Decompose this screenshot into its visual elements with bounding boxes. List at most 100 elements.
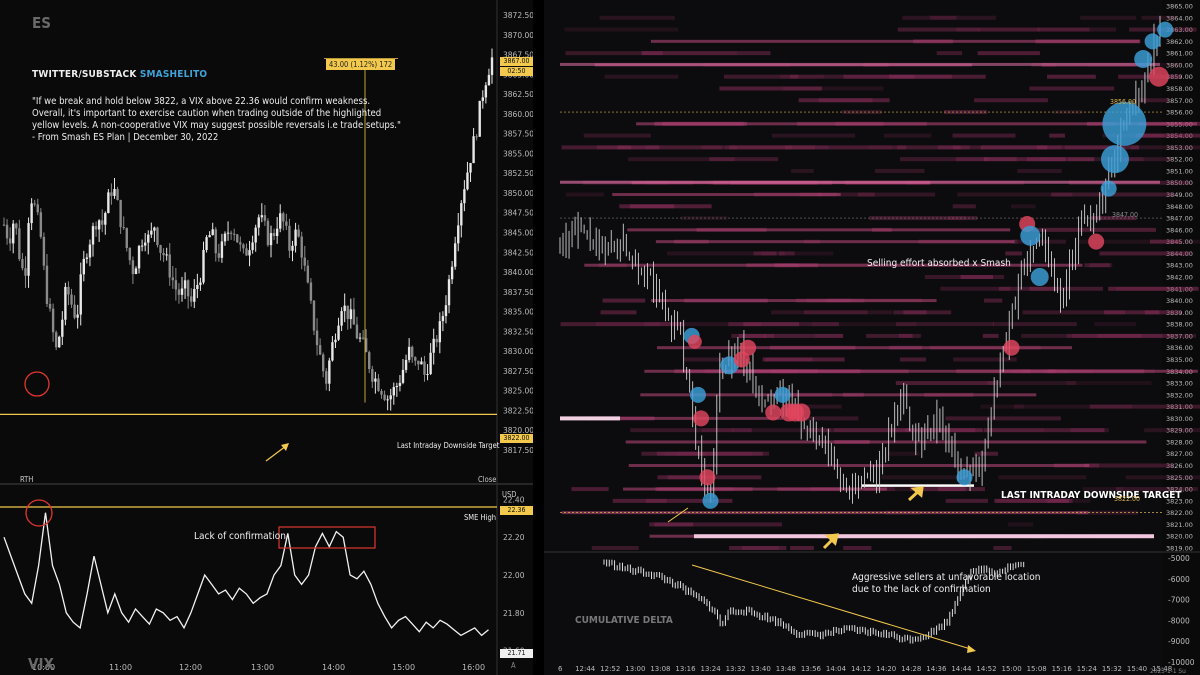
es-y-tick: 3870.00 (503, 31, 533, 40)
target-arrow-right (822, 533, 839, 550)
heat-cell (641, 51, 738, 56)
es-candle-body (177, 289, 181, 295)
heat-cell (738, 333, 843, 338)
heat-cell (564, 27, 679, 32)
heat-cell (903, 310, 952, 315)
es-candle-body (248, 250, 251, 256)
heat-cell (1104, 310, 1182, 315)
heat-cell (813, 145, 893, 150)
es-y-tick: 3857.50 (503, 130, 533, 139)
es-candle-body (361, 337, 365, 339)
heatmap-y-tick: 3844.00 (1166, 250, 1193, 258)
es-candle-body (42, 236, 46, 266)
heat-cell (604, 74, 679, 79)
es-candle-body (321, 354, 325, 372)
es-candle-body (143, 242, 147, 246)
thin-arrow (667, 507, 689, 523)
es-candle-body (438, 321, 442, 343)
heatmap-y-tick: 3830.00 (1166, 415, 1193, 423)
liquidity-band (650, 299, 937, 303)
heat-cell (1066, 381, 1152, 386)
heatmap-time-tick: 14:04 (826, 665, 847, 673)
es-candle-body (429, 352, 432, 375)
vix-level-tag: 22.36 (500, 506, 533, 515)
es-candle-body (36, 204, 39, 213)
heat-cell (1135, 133, 1165, 138)
es-candle-body (297, 229, 300, 237)
liquidity-band (640, 393, 1037, 397)
heatmap-y-tick: 3861.00 (1166, 50, 1193, 58)
heat-cell (1053, 110, 1083, 115)
es-candle-body (478, 100, 481, 137)
es-candle-body (122, 227, 125, 229)
heat-cell (1139, 98, 1169, 103)
heat-cell (785, 145, 907, 150)
es-candle-body (134, 268, 138, 275)
liquidity-highlight (560, 416, 620, 421)
absorption-arrow (907, 486, 924, 502)
es-candle-body (193, 288, 196, 302)
es-candle-body (76, 314, 79, 318)
es-candle-body (331, 342, 334, 361)
heat-cell (1131, 145, 1200, 150)
heat-cell (957, 192, 1073, 197)
target-price-tag: 3822.00 (500, 434, 533, 443)
heat-cell (1089, 263, 1113, 268)
heat-cell (869, 145, 984, 150)
es-watermark: ES (32, 14, 51, 32)
heatmap-y-tick: 3851.00 (1166, 167, 1193, 175)
es-candle-body (457, 225, 460, 244)
es-candle-body (288, 225, 291, 251)
volume-bubble-blue (702, 492, 719, 509)
heat-cell (843, 74, 952, 79)
es-y-tick: 3862.50 (503, 90, 533, 99)
heatmap-y-tick: 3845.00 (1166, 238, 1193, 246)
heat-cell (677, 451, 752, 456)
heat-cell (790, 546, 814, 550)
es-candle-body (352, 309, 356, 325)
es-candle-body (340, 311, 343, 326)
heatmap-y-tick: 3852.00 (1166, 156, 1193, 164)
es-candle-body (337, 325, 340, 340)
es-y-tick: 3840.00 (503, 268, 533, 277)
volume-bubble-blue (1100, 180, 1117, 197)
es-candle-body (257, 217, 260, 228)
auto-scale-button[interactable]: A (511, 661, 516, 670)
heat-cell (666, 251, 785, 256)
heat-cell (612, 498, 733, 503)
heat-cell (1045, 498, 1072, 503)
source-handle[interactable]: SMASHELITO (139, 69, 208, 80)
heatmap-time-tick: 14:52 (976, 665, 996, 673)
es-candle-body (5, 224, 9, 239)
heat-cell (731, 333, 766, 338)
heat-cell (1125, 475, 1200, 480)
es-candle-body (196, 284, 199, 289)
es-candle-body (21, 259, 24, 269)
right-chart-panel: 3819.00 3820.00 3821.00 3822.00 3823.00 3824.… (544, 0, 1200, 675)
es-candle-body (137, 245, 141, 269)
heat-cell (1064, 145, 1125, 150)
vix-y-tick: 22.00 (503, 571, 525, 580)
es-candle-body (254, 227, 257, 243)
heat-cell (1144, 310, 1160, 315)
volume-bubble-blue (1157, 21, 1174, 38)
es-candle-body (64, 286, 67, 320)
heatmap-chart: 3819.00 3820.00 3821.00 3822.00 3823.00 3824.… (544, 0, 1200, 675)
heat-cell (992, 322, 1077, 327)
volume-bubble-blue (1100, 145, 1129, 174)
heat-cell (974, 451, 999, 456)
delta-y-tick: -6000 (1168, 575, 1190, 584)
es-candle-body (272, 233, 276, 236)
heat-cell (683, 357, 736, 362)
heat-cell (1094, 322, 1137, 327)
es-candle-body (116, 188, 119, 201)
heat-cell (1141, 15, 1177, 20)
es-candle-body (125, 228, 128, 248)
aggressive-sellers-label-1: Aggressive sellers at unfavorable locati… (852, 572, 1041, 583)
heat-cell (888, 451, 920, 456)
es-candle-body (463, 189, 466, 204)
vix-high-circle (25, 499, 53, 527)
heat-cell (790, 74, 915, 79)
liquidity-highlight (694, 534, 1154, 539)
heat-cell (779, 74, 824, 79)
